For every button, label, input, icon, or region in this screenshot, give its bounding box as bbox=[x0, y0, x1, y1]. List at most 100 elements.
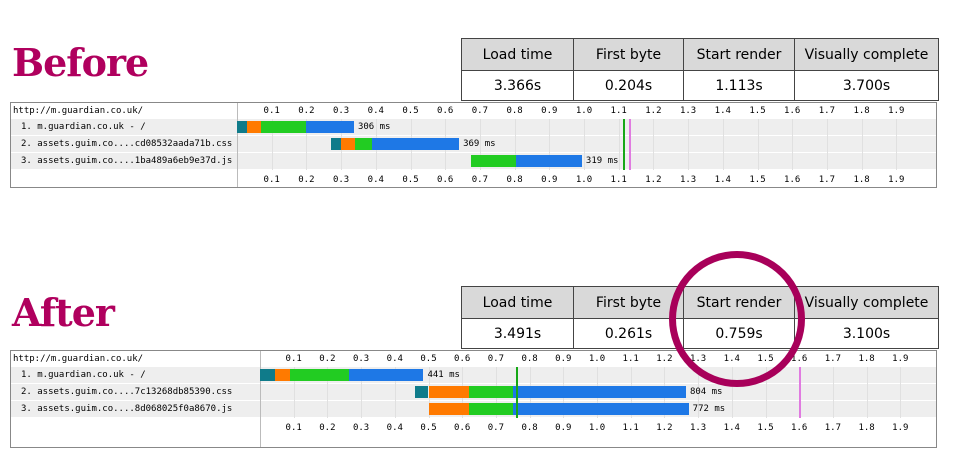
timeline-gridline bbox=[826, 119, 828, 170]
timeline-gridline bbox=[896, 119, 898, 170]
timeline-tick-top: 0.5 bbox=[420, 354, 437, 364]
request-bar-ttfb bbox=[261, 121, 307, 133]
request-bar-dns bbox=[330, 138, 342, 150]
before-waterfall-url: http://m.guardian.co.uk/ bbox=[13, 106, 144, 116]
request-duration: 369 ms bbox=[463, 139, 496, 149]
timeline-tick-bottom: 0.9 bbox=[541, 175, 558, 185]
timeline-gridline bbox=[653, 119, 655, 170]
timeline-gridline bbox=[306, 119, 308, 170]
timeline-gridline bbox=[584, 119, 585, 170]
timeline-gridline bbox=[688, 119, 690, 170]
timeline-tick-bottom: 0.2 bbox=[319, 423, 336, 433]
timeline-tick-top: 0.6 bbox=[437, 106, 454, 116]
timeline-tick-top: 0.1 bbox=[285, 354, 302, 364]
before-load-time-header: Load time bbox=[461, 38, 574, 71]
timeline-gridline bbox=[866, 367, 868, 418]
url-column-separator bbox=[260, 351, 261, 447]
timeline-tick-bottom: 1.5 bbox=[757, 423, 774, 433]
request-bar-dns bbox=[260, 369, 276, 381]
timeline-tick-bottom: 1.7 bbox=[824, 423, 842, 433]
timeline-tick-bottom: 1.0 bbox=[575, 175, 593, 185]
timeline-tick-bottom: 0.8 bbox=[506, 175, 523, 185]
timeline-tick-top: 0.6 bbox=[454, 354, 471, 364]
timeline-tick-bottom: 0.8 bbox=[521, 423, 538, 433]
before-first-byte-header: First byte bbox=[573, 38, 684, 71]
timeline-tick-bottom: 1.1 bbox=[610, 175, 627, 185]
timeline-tick-bottom: 1.6 bbox=[784, 175, 801, 185]
timeline-gridline bbox=[271, 119, 273, 170]
timeline-tick-top: 1.9 bbox=[892, 354, 909, 364]
request-bar-dns bbox=[237, 121, 248, 133]
timeline-tick-bottom: 0.2 bbox=[298, 175, 315, 185]
timeline-tick-top: 0.7 bbox=[471, 106, 489, 116]
timeline-tick-bottom: 1.2 bbox=[645, 175, 662, 185]
timeline-tick-top: 0.4 bbox=[386, 354, 403, 364]
request-bar-connect bbox=[275, 369, 291, 381]
timeline-tick-top: 1.1 bbox=[622, 354, 639, 364]
before-metrics-table: Load time First byte Start render Visual… bbox=[461, 38, 939, 101]
timeline-gridline bbox=[361, 367, 363, 418]
after-first-byte-header: First byte bbox=[573, 286, 684, 319]
timeline-gridline bbox=[900, 367, 902, 418]
timeline-tick-bottom: 1.7 bbox=[818, 175, 836, 185]
timeline-tick-top: 0.1 bbox=[263, 106, 280, 116]
timeline-tick-bottom: 1.4 bbox=[714, 175, 731, 185]
request-bar-connect bbox=[428, 386, 469, 398]
visually-complete-line bbox=[799, 367, 802, 418]
request-bar-ttfb bbox=[468, 403, 514, 415]
timeline-tick-bottom: 0.3 bbox=[352, 423, 370, 433]
timeline-tick-bottom: 1.8 bbox=[858, 423, 875, 433]
request-bar-download bbox=[513, 386, 686, 398]
timeline-gridline bbox=[698, 367, 700, 418]
timeline-tick-bottom: 1.9 bbox=[892, 423, 909, 433]
timeline-gridline bbox=[731, 367, 733, 418]
url-column-separator bbox=[237, 103, 238, 187]
timeline-tick-top: 1.7 bbox=[818, 106, 836, 116]
request-bar-download bbox=[306, 121, 354, 133]
timeline-tick-top: 1.7 bbox=[824, 354, 842, 364]
timeline-tick-bottom: 0.4 bbox=[386, 423, 403, 433]
timeline-tick-bottom: 1.2 bbox=[656, 423, 673, 433]
timeline-gridline bbox=[792, 119, 794, 170]
timeline-tick-bottom: 0.7 bbox=[487, 423, 505, 433]
timeline-tick-top: 1.5 bbox=[749, 106, 766, 116]
visually-complete-line bbox=[629, 119, 632, 170]
start-render-line bbox=[623, 119, 626, 170]
timeline-tick-top: 0.4 bbox=[367, 106, 384, 116]
timeline-tick-top: 0.2 bbox=[319, 354, 336, 364]
after-waterfall-url: http://m.guardian.co.uk/ bbox=[13, 354, 144, 364]
timeline-tick-bottom: 1.3 bbox=[689, 423, 707, 433]
timeline-gridline bbox=[479, 119, 481, 170]
request-label: 3. assets.guim.co....8d068025f0a8670.js bbox=[21, 404, 233, 414]
timeline-tick-bottom: 1.4 bbox=[723, 423, 740, 433]
timeline-tick-top: 1.8 bbox=[853, 106, 870, 116]
timeline-tick-top: 1.2 bbox=[645, 106, 662, 116]
request-row bbox=[11, 367, 936, 383]
timeline-tick-bottom: 1.1 bbox=[622, 423, 639, 433]
timeline-tick-top: 1.1 bbox=[610, 106, 627, 116]
timeline-tick-top: 0.7 bbox=[487, 354, 505, 364]
timeline-tick-top: 1.6 bbox=[791, 354, 808, 364]
timeline-tick-bottom: 1.0 bbox=[588, 423, 606, 433]
request-bar-dns bbox=[415, 386, 429, 398]
request-row bbox=[11, 136, 936, 152]
timeline-tick-bottom: 0.1 bbox=[263, 175, 280, 185]
request-bar-connect bbox=[341, 138, 355, 150]
timeline-tick-bottom: 0.1 bbox=[285, 423, 302, 433]
after-visually-complete-header: Visually complete bbox=[794, 286, 939, 319]
request-row bbox=[11, 119, 936, 135]
request-label: 2. assets.guim.co....7c13268db85390.css bbox=[21, 387, 233, 397]
before-start-render-value: 1.113s bbox=[683, 70, 795, 101]
request-bar-ttfb bbox=[468, 386, 514, 398]
after-visually-complete-value: 3.100s bbox=[794, 318, 939, 349]
request-label: 1. m.guardian.co.uk - / bbox=[21, 370, 146, 380]
before-first-byte-value: 0.204s bbox=[573, 70, 684, 101]
request-label: 1. m.guardian.co.uk - / bbox=[21, 122, 146, 132]
timeline-gridline bbox=[765, 367, 767, 418]
timeline-tick-top: 0.2 bbox=[298, 106, 315, 116]
timeline-tick-top: 1.6 bbox=[784, 106, 801, 116]
timeline-tick-top: 0.8 bbox=[521, 354, 538, 364]
timeline-tick-bottom: 0.5 bbox=[402, 175, 419, 185]
timeline-tick-top: 1.9 bbox=[888, 106, 905, 116]
timeline-tick-bottom: 0.4 bbox=[367, 175, 384, 185]
